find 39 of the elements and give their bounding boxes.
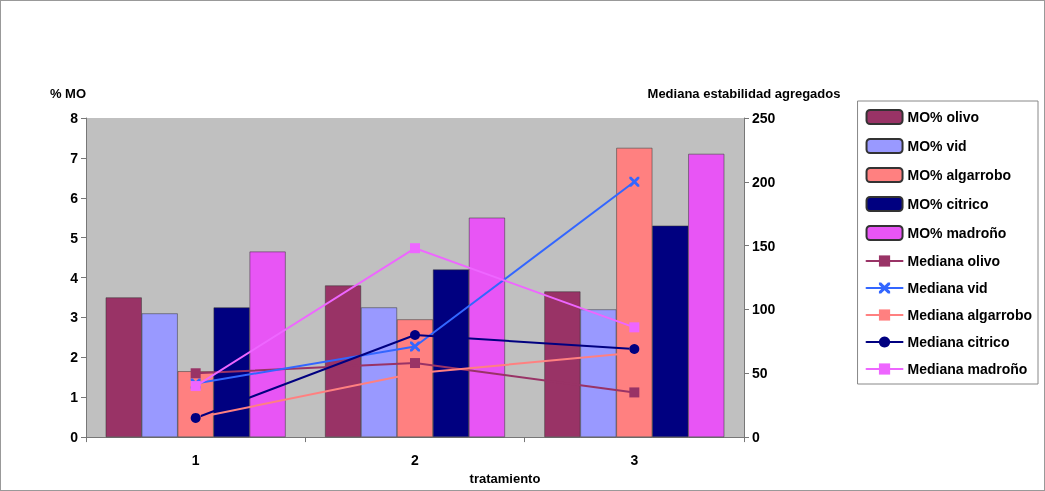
point — [410, 358, 420, 369]
y2-tick-label: 200 — [752, 173, 776, 190]
point — [629, 176, 640, 187]
point — [629, 322, 640, 333]
legend-label: Mediana vid — [907, 280, 988, 296]
y-tick-label: 6 — [70, 189, 79, 206]
legend-label: MO% olivo — [907, 109, 980, 125]
y-tick-label: 2 — [70, 349, 79, 366]
y-tick-label: 5 — [70, 229, 79, 246]
y-tick-label: 8 — [70, 110, 79, 126]
y2-tick-label: 150 — [752, 237, 776, 254]
y2-tick-label: 100 — [752, 301, 776, 318]
x-tick-label: 2 — [411, 452, 420, 469]
legend-label: Mediana algarrobo — [907, 307, 1032, 323]
x-axis-title: tratamiento — [469, 471, 541, 486]
point — [190, 368, 201, 379]
y-tick-label: 4 — [70, 269, 79, 286]
legend-label: MO% vid — [907, 138, 967, 154]
y-axis-title: % MO — [49, 86, 86, 101]
legend-label: MO% algarrobo — [907, 167, 1011, 183]
x-tick-label: 1 — [191, 452, 200, 469]
x-tick-label: 3 — [630, 452, 639, 469]
y2-tick-label: 0 — [752, 429, 760, 446]
y-tick-label: 1 — [70, 389, 79, 406]
y-tick-label: 3 — [70, 309, 79, 326]
point — [410, 329, 420, 340]
point — [410, 341, 420, 352]
y-tick-label: 0 — [70, 429, 79, 446]
y-tick-label: 7 — [70, 149, 79, 166]
y2-tick-label: 250 — [752, 110, 776, 126]
y2-axis-title: Mediana estabilidad agregados — [647, 86, 841, 101]
point — [410, 243, 420, 254]
legend-label: Mediana madroño — [907, 361, 1028, 377]
legend-label: MO% madroño — [907, 225, 1007, 241]
point — [629, 387, 640, 398]
y2-tick-label: 50 — [752, 365, 768, 382]
legend-label: Mediana olivo — [907, 253, 1001, 269]
legend-label: MO% citrico — [907, 196, 989, 212]
legend-label: Mediana citrico — [907, 334, 1010, 350]
